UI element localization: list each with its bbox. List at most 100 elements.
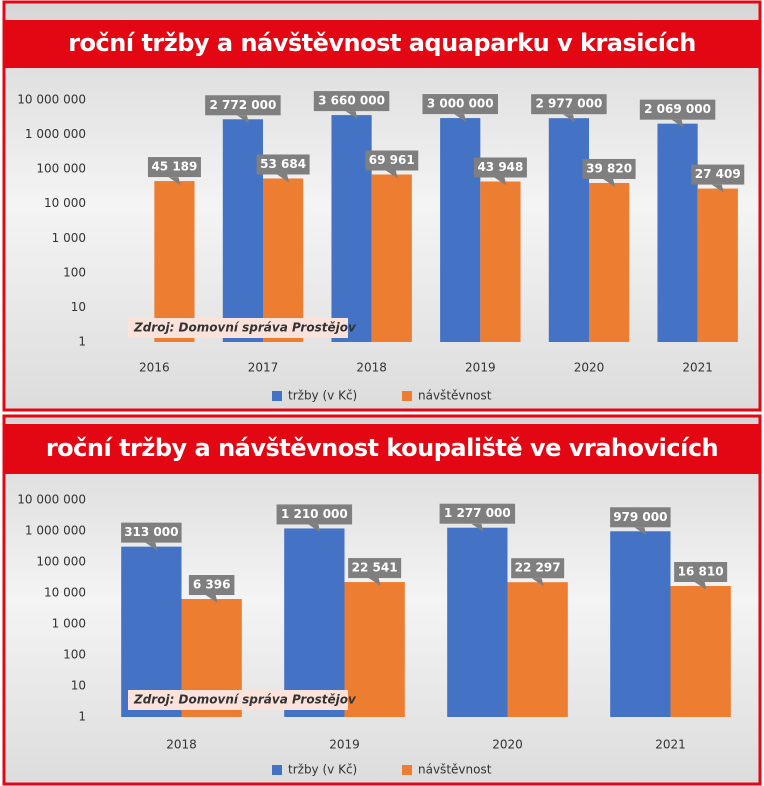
bar	[670, 586, 731, 717]
bar	[121, 546, 182, 717]
value-label: 2 069 000	[644, 102, 711, 116]
bar	[440, 118, 481, 343]
value-label-box	[256, 154, 310, 175]
value-label: 45 189	[151, 160, 197, 174]
bar	[154, 181, 195, 342]
value-label-pointer	[308, 524, 321, 533]
value-label-pointer	[145, 542, 158, 551]
value-label: 22 297	[515, 561, 561, 575]
value-label-pointer	[634, 527, 647, 536]
value-label: 313 000	[124, 525, 178, 539]
y-tick-label: 1 000	[52, 231, 86, 245]
bar	[284, 528, 345, 717]
title-band	[4, 20, 760, 68]
y-tick-label: 100	[63, 265, 86, 279]
x-tick-label: 2017	[248, 361, 279, 375]
legend-label: návštěvnost	[418, 763, 492, 777]
bar	[331, 115, 372, 342]
x-tick-label: 2019	[329, 738, 360, 752]
legend-swatch	[402, 391, 412, 401]
value-label-pointer	[494, 177, 507, 186]
value-label-box	[439, 503, 516, 524]
value-label-box	[121, 522, 182, 543]
value-label-box	[188, 575, 235, 596]
value-label-box	[691, 164, 745, 185]
bar	[480, 181, 521, 342]
title-band	[4, 424, 760, 474]
y-tick-label: 10 000 000	[17, 493, 86, 507]
value-label-pointer	[345, 111, 358, 120]
value-label: 1 277 000	[444, 506, 511, 520]
bar	[344, 582, 405, 717]
value-label-box	[276, 504, 353, 525]
annotation: Zdroj: Domovní správa Prostějov	[133, 321, 357, 335]
legend-label: návštěvnost	[418, 389, 492, 403]
value-label-box	[313, 91, 390, 112]
value-label-box	[610, 507, 671, 528]
value-label-box	[205, 95, 281, 116]
bar	[548, 118, 589, 342]
value-label-box	[674, 562, 728, 583]
x-tick-label: 2018	[356, 361, 387, 375]
value-label-box	[365, 150, 419, 171]
value-label-pointer	[471, 523, 484, 532]
value-label-pointer	[562, 114, 575, 123]
value-label-pointer	[236, 115, 249, 124]
annotation: Zdroj: Domovní správa Prostějov	[133, 693, 357, 707]
value-label-box	[348, 558, 402, 579]
value-label-pointer	[694, 582, 707, 591]
y-tick-label: 10	[71, 679, 86, 693]
annotation-box	[128, 690, 348, 710]
legend-swatch	[272, 765, 282, 775]
value-label-pointer	[168, 177, 181, 186]
y-tick-label: 1 000	[52, 617, 86, 631]
chart-title: roční tržby a návštěvnost aquaparku v kr…	[68, 29, 696, 57]
value-label-pointer	[368, 578, 381, 587]
value-label: 16 810	[678, 565, 724, 579]
legend-swatch	[272, 391, 282, 401]
y-tick-label: 1	[78, 335, 86, 349]
x-tick-label: 2020	[492, 738, 523, 752]
y-tick-label: 1 000 000	[25, 127, 86, 141]
legend-swatch	[402, 765, 412, 775]
value-label-pointer	[671, 119, 684, 128]
bar	[447, 527, 508, 717]
x-tick-label: 2021	[655, 738, 686, 752]
value-label: 53 684	[260, 157, 306, 171]
x-tick-label: 2020	[574, 361, 605, 375]
value-label-pointer	[385, 170, 398, 179]
bar	[371, 174, 412, 342]
value-label: 43 948	[477, 160, 523, 174]
value-label: 2 977 000	[535, 97, 602, 111]
value-label: 1 210 000	[281, 507, 348, 521]
x-tick-label: 2016	[139, 361, 170, 375]
bar	[507, 582, 568, 717]
bar	[610, 531, 671, 717]
y-tick-label: 10 000 000	[17, 93, 86, 107]
value-label: 3 660 000	[318, 94, 385, 108]
value-label: 69 961	[369, 153, 415, 167]
y-tick-label: 10	[71, 300, 86, 314]
value-label: 2 772 000	[209, 98, 276, 112]
y-tick-label: 100	[63, 648, 86, 662]
bar	[697, 188, 738, 342]
value-label-box	[422, 94, 498, 115]
y-tick-label: 100 000	[36, 162, 86, 176]
value-label-box	[473, 157, 527, 178]
value-label-box	[511, 558, 565, 579]
value-label: 3 000 000	[427, 97, 494, 111]
value-label-box	[582, 158, 636, 179]
legend-label: tržby (v Kč)	[288, 763, 357, 777]
value-label-pointer	[711, 184, 724, 193]
value-label: 27 409	[695, 167, 741, 181]
chart-title: roční tržby a návštěvnost koupaliště ve …	[46, 434, 718, 462]
value-label-box	[531, 94, 607, 115]
value-label-box	[147, 157, 201, 178]
value-label-pointer	[603, 178, 616, 187]
legend-label: tržby (v Kč)	[288, 389, 357, 403]
x-tick-label: 2018	[166, 738, 197, 752]
x-tick-label: 2021	[682, 361, 713, 375]
bar	[222, 119, 263, 343]
bar	[589, 182, 630, 342]
